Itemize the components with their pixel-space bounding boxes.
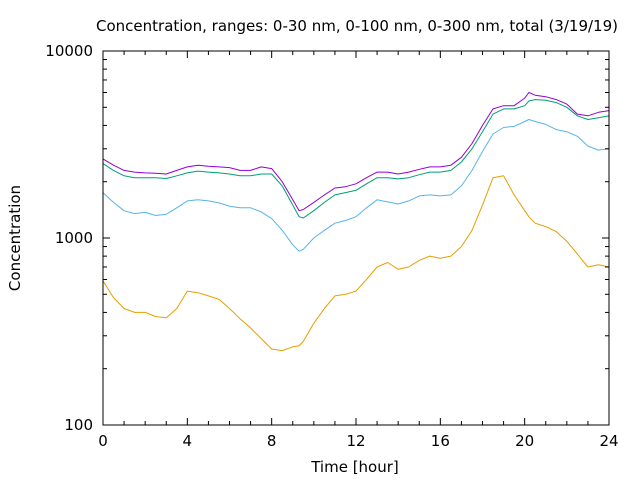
series-line-1 (102, 175, 610, 352)
y-tick-label: 1000 (55, 229, 93, 247)
series-layer (102, 92, 610, 352)
x-tick-label: 20 (515, 432, 534, 450)
x-tick-label: 24 (599, 432, 618, 450)
series-line-3 (102, 99, 610, 219)
x-tick-label: 4 (183, 432, 193, 450)
y-tick-label: 100 (64, 416, 93, 434)
series-line-2 (102, 119, 610, 252)
x-axis-title: Time [hour] (310, 458, 399, 476)
series-line-4 (102, 92, 610, 212)
x-tick-label: 8 (267, 432, 277, 450)
x-tick-label: 16 (431, 432, 450, 450)
chart-title: Concentration, ranges: 0-30 nm, 0-100 nm… (96, 17, 618, 35)
axes-layer: 0 4 8 12 16 20 24 100 1000 10000 (45, 42, 618, 450)
y-axis-title: Concentration (6, 185, 24, 291)
plot-frame (102, 50, 610, 426)
x-tick-label: 12 (346, 432, 365, 450)
x-tick-label: 0 (98, 432, 108, 450)
y-tick-label: 10000 (45, 42, 93, 60)
